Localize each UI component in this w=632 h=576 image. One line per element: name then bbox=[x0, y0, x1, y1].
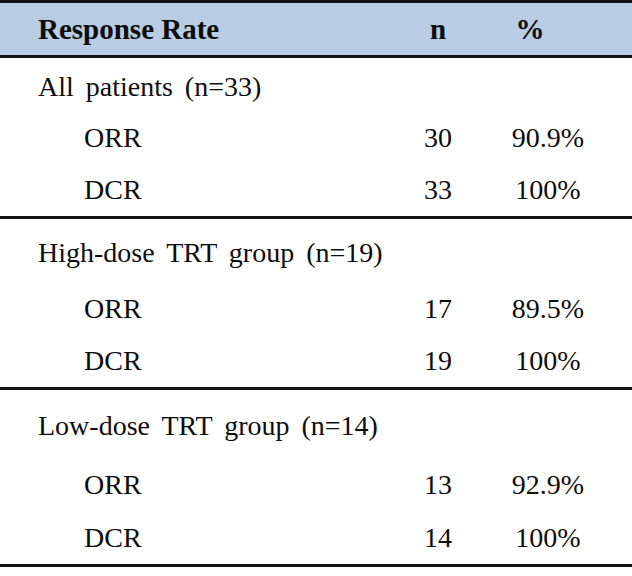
percent-value: 90.9% bbox=[488, 122, 608, 154]
row-label: ORR bbox=[0, 469, 398, 501]
percent-value: 100% bbox=[488, 174, 608, 206]
column-header-n: n bbox=[398, 13, 478, 46]
table-row: ORR 13 92.9% bbox=[0, 458, 632, 511]
group-title-row: All patients (n=33) bbox=[0, 58, 632, 112]
percent-value: 92.9% bbox=[488, 469, 608, 501]
group-title-row: High-dose TRT group (n=19) bbox=[0, 219, 632, 283]
n-value: 13 bbox=[398, 469, 478, 501]
table-header-row: Response Rate n % bbox=[0, 3, 632, 58]
group-title-row: Low-dose TRT group (n=14) bbox=[0, 390, 632, 458]
n-value: 19 bbox=[398, 345, 478, 377]
group-title: Low-dose TRT group (n=14) bbox=[0, 410, 632, 442]
table-row: DCR 19 100% bbox=[0, 335, 632, 387]
column-header-percent: % bbox=[470, 13, 590, 46]
group-title: High-dose TRT group (n=19) bbox=[0, 237, 632, 269]
row-label: ORR bbox=[0, 293, 398, 325]
n-value: 14 bbox=[398, 522, 478, 554]
table-row: DCR 14 100% bbox=[0, 511, 632, 564]
row-label: DCR bbox=[0, 345, 398, 377]
percent-value: 100% bbox=[488, 522, 608, 554]
page: Response Rate n % All patients (n=33) OR… bbox=[0, 0, 632, 576]
n-value: 17 bbox=[398, 293, 478, 325]
row-label: DCR bbox=[0, 174, 398, 206]
column-header-response-rate: Response Rate bbox=[0, 13, 398, 46]
section-low-dose-trt: Low-dose TRT group (n=14) ORR 13 92.9% D… bbox=[0, 390, 632, 567]
group-title: All patients (n=33) bbox=[0, 71, 632, 103]
section-high-dose-trt: High-dose TRT group (n=19) ORR 17 89.5% … bbox=[0, 219, 632, 390]
table-row: DCR 33 100% bbox=[0, 164, 632, 216]
percent-value: 89.5% bbox=[488, 293, 608, 325]
table-row: ORR 17 89.5% bbox=[0, 283, 632, 335]
row-label: ORR bbox=[0, 122, 398, 154]
percent-value: 100% bbox=[488, 345, 608, 377]
response-rate-table: Response Rate n % All patients (n=33) OR… bbox=[0, 0, 632, 567]
section-all-patients: All patients (n=33) ORR 30 90.9% DCR 33 … bbox=[0, 58, 632, 219]
n-value: 30 bbox=[398, 122, 478, 154]
row-label: DCR bbox=[0, 522, 398, 554]
n-value: 33 bbox=[398, 174, 478, 206]
table-row: ORR 30 90.9% bbox=[0, 112, 632, 164]
